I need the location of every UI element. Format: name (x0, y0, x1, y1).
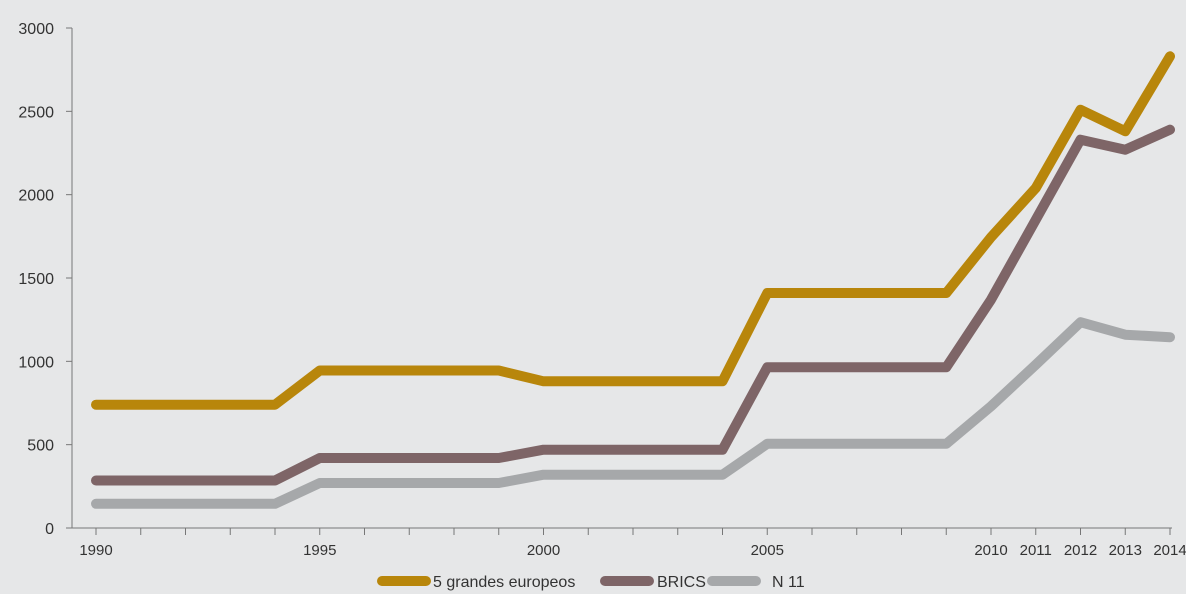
x-tick-label: 2013 (1109, 542, 1142, 559)
y-tick-label: 2000 (18, 188, 54, 205)
legend: 5 grandes europeos BRICS N 11 (377, 574, 805, 591)
y-tick-label: 3000 (18, 21, 54, 38)
x-tick-label: 2011 (1020, 542, 1052, 559)
plot-lines (91, 51, 1175, 509)
axes: 0 500 1000 1500 2000 2500 3000 1990 1995 2000 2005… (18, 21, 1186, 559)
y-tick-label: 1500 (18, 271, 54, 288)
x-tick-label: 2000 (527, 542, 560, 559)
y-tick-label: 0 (45, 521, 54, 538)
x-tick-label: 2005 (751, 542, 784, 559)
series-line-brics (91, 124, 1175, 486)
y-tick-label: 500 (27, 438, 54, 455)
series-line-5-grandes-europeos (91, 51, 1175, 410)
y-tick-label: 1000 (18, 354, 54, 371)
x-tick-label: 2014 (1153, 542, 1186, 559)
legend-label: 5 grandes europeos (433, 574, 575, 591)
legend-label: N 11 (772, 574, 805, 591)
x-tick-label: 1990 (79, 542, 112, 559)
x-tick-label: 1995 (303, 542, 336, 559)
y-tick-label: 2500 (18, 104, 54, 121)
x-tick-label: 2012 (1064, 542, 1097, 559)
x-tick-label: 2010 (974, 542, 1007, 559)
legend-label: BRICS (657, 574, 706, 591)
